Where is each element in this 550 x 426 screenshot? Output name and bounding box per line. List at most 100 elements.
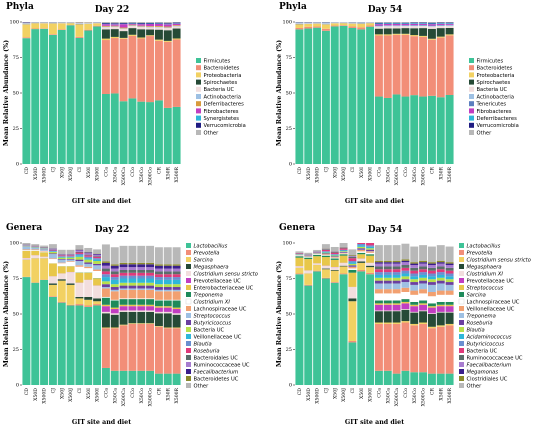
bar-segment bbox=[392, 311, 401, 323]
legend-entry: Lactobacillus bbox=[467, 243, 501, 249]
bar-segment bbox=[146, 26, 155, 27]
legend-swatch bbox=[459, 243, 464, 248]
legend-entry: Bacteroidetes bbox=[204, 66, 240, 72]
bar-segment bbox=[48, 296, 57, 385]
bar-segment bbox=[110, 247, 119, 265]
bar-segment bbox=[401, 321, 410, 323]
bar-segment bbox=[410, 290, 419, 295]
bar-segment bbox=[137, 24, 146, 26]
bar-segment bbox=[119, 310, 128, 312]
legend-swatch bbox=[186, 320, 191, 325]
bar-segment bbox=[31, 282, 40, 385]
bar-segment bbox=[119, 28, 128, 32]
bar-segment bbox=[419, 266, 428, 270]
bar-segment bbox=[22, 23, 31, 24]
x-tick-label: CCo bbox=[130, 167, 136, 177]
bar-segment bbox=[401, 262, 410, 266]
bar-segment bbox=[436, 290, 445, 295]
bar-segment bbox=[374, 24, 383, 26]
bar-segment bbox=[172, 274, 181, 278]
bar-segment bbox=[445, 306, 454, 312]
bar-segment bbox=[410, 263, 419, 266]
bar-segment bbox=[154, 29, 163, 40]
bar-segment bbox=[445, 22, 454, 24]
bar-segment bbox=[154, 287, 163, 290]
x-tick-label: X50R bbox=[165, 166, 171, 179]
bar-segment bbox=[75, 305, 84, 385]
bar-segment bbox=[436, 262, 445, 264]
bar-segment bbox=[374, 266, 383, 270]
y-axis-label: Mean Relative Abundance (%) bbox=[276, 40, 283, 146]
bar-segment bbox=[154, 22, 163, 23]
bar-segment bbox=[101, 268, 110, 272]
legend-swatch bbox=[196, 101, 201, 107]
bar-segment bbox=[339, 247, 348, 249]
bar-segment bbox=[321, 252, 330, 254]
bar-segment bbox=[330, 259, 339, 267]
bar-segment bbox=[357, 252, 366, 255]
bar-segment bbox=[427, 296, 436, 304]
bar-stack-CD bbox=[22, 243, 31, 385]
bar-segment bbox=[40, 251, 49, 253]
bar-segment bbox=[163, 307, 172, 312]
bar-segment bbox=[357, 258, 366, 262]
bar-segment bbox=[374, 272, 383, 275]
bar-segment bbox=[419, 310, 428, 312]
bar-segment bbox=[137, 264, 146, 268]
bar-segment bbox=[84, 296, 93, 300]
bar-segment bbox=[119, 264, 128, 268]
bar-segment bbox=[101, 22, 110, 23]
bar-segment bbox=[339, 248, 348, 250]
legend-swatch bbox=[459, 341, 464, 346]
bar-segment bbox=[401, 96, 410, 164]
bar-segment bbox=[172, 307, 181, 310]
bar-segment bbox=[392, 22, 401, 23]
bar-segment bbox=[137, 323, 146, 324]
bar-segment bbox=[119, 22, 128, 24]
bar-segment bbox=[419, 274, 428, 278]
bar-stack-X50D bbox=[31, 22, 40, 164]
legend-entry: Butyricicoccus bbox=[467, 341, 505, 347]
bar-segment bbox=[172, 106, 181, 164]
x-tick-label: CJ bbox=[50, 388, 56, 394]
bar-segment bbox=[392, 283, 401, 290]
y-tick-label: 0 bbox=[16, 162, 19, 168]
bar-segment bbox=[163, 306, 172, 308]
bar-segment bbox=[401, 33, 410, 35]
bar-segment bbox=[357, 29, 366, 164]
bar-segment bbox=[427, 24, 436, 26]
bar-stack-CCa bbox=[374, 22, 383, 164]
bar-segment bbox=[419, 300, 428, 304]
bar-segment bbox=[304, 285, 313, 385]
bar-segment bbox=[57, 279, 66, 281]
bar-segment bbox=[146, 36, 155, 103]
bar-segment bbox=[374, 260, 383, 263]
legend-swatch bbox=[469, 58, 474, 63]
bar-segment bbox=[75, 259, 84, 262]
bar-segment bbox=[172, 328, 181, 374]
bar-segment bbox=[48, 253, 57, 255]
legend: Firmicutes BacteroidetesProteobacteriaSpi… bbox=[469, 58, 519, 136]
bar-stack-X50J bbox=[57, 22, 66, 165]
legend-swatch bbox=[469, 122, 474, 128]
legend-entry: Synergistetes bbox=[204, 116, 240, 122]
bar-segment bbox=[357, 248, 366, 250]
bar-segment bbox=[31, 29, 40, 164]
bar-segment bbox=[321, 23, 330, 25]
bar-segment bbox=[436, 280, 445, 284]
legend-swatch bbox=[186, 369, 191, 374]
bar-segment bbox=[22, 250, 31, 259]
legend-swatch bbox=[458, 298, 465, 305]
bar-segment bbox=[392, 303, 401, 305]
bar-segment bbox=[445, 23, 454, 25]
bar-stack-X500Co bbox=[146, 22, 155, 164]
bar-stack-X50J bbox=[57, 249, 66, 385]
bar-segment bbox=[75, 261, 84, 266]
bar-segment bbox=[172, 277, 181, 280]
legend-entry: Firmicutes bbox=[204, 58, 231, 64]
bar-segment bbox=[357, 271, 366, 385]
chart-title: Day 54 bbox=[368, 225, 403, 235]
legend-swatch bbox=[459, 348, 464, 353]
bar-segment bbox=[172, 284, 181, 288]
x-tick-label: X50Ca bbox=[385, 388, 391, 404]
